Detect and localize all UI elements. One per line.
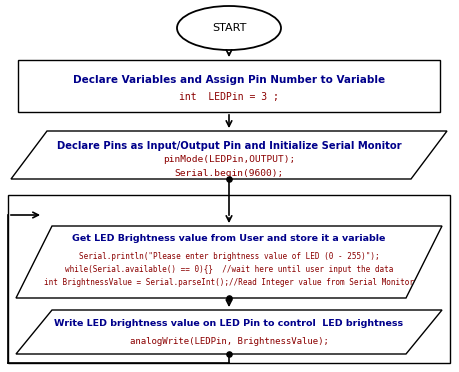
Polygon shape bbox=[11, 131, 447, 179]
Text: Serial.println("Please enter brightness value of LED (0 - 255)");: Serial.println("Please enter brightness … bbox=[78, 252, 379, 261]
Text: int BrightnessValue = Serial.parseInt();//Read Integer value from Serial Monitor: int BrightnessValue = Serial.parseInt();… bbox=[44, 278, 414, 287]
Text: int  LEDPin = 3 ;: int LEDPin = 3 ; bbox=[179, 92, 279, 102]
Text: while(Serial.available() == 0){}  //wait here until user input the data: while(Serial.available() == 0){} //wait … bbox=[65, 265, 393, 274]
Polygon shape bbox=[16, 310, 442, 354]
Text: analogWrite(LEDPin, BrightnessValue);: analogWrite(LEDPin, BrightnessValue); bbox=[129, 337, 329, 346]
Polygon shape bbox=[16, 226, 442, 298]
Bar bbox=[8, 195, 450, 363]
Text: START: START bbox=[212, 23, 246, 33]
Text: pinMode(LEDPin,OUTPUT);: pinMode(LEDPin,OUTPUT); bbox=[163, 155, 295, 164]
Ellipse shape bbox=[177, 6, 281, 50]
Text: Get LED Brightness value from User and store it a variable: Get LED Brightness value from User and s… bbox=[73, 234, 386, 243]
Text: Serial.begin(9600);: Serial.begin(9600); bbox=[174, 169, 284, 178]
Bar bbox=[18, 60, 440, 112]
Text: Declare Pins as Input/Output Pin and Initialize Serial Monitor: Declare Pins as Input/Output Pin and Ini… bbox=[57, 141, 401, 151]
Text: Write LED brightness value on LED Pin to control  LED brightness: Write LED brightness value on LED Pin to… bbox=[55, 319, 403, 328]
Text: Declare Variables and Assign Pin Number to Variable: Declare Variables and Assign Pin Number … bbox=[73, 75, 385, 85]
